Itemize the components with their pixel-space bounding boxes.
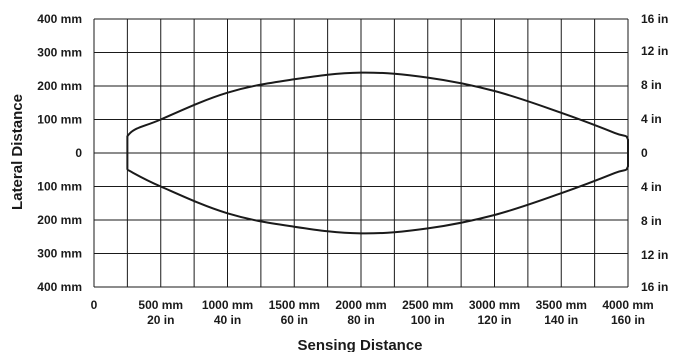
y-tick-label-right: 12 in <box>641 44 668 58</box>
x-tick-label-mm: 3500 mm <box>536 298 587 312</box>
x-tick-label-mm: 1500 mm <box>269 298 320 312</box>
y-axis-right-ticks: 16 in 12 in 8 in 4 in 0 4 in 8 in 12 in 16 in <box>641 12 668 294</box>
y-tick-label-left: 400 mm <box>37 280 82 294</box>
y-tick-label-right: 4 in <box>641 112 662 126</box>
x-tick-label-in: 140 in <box>544 313 578 327</box>
y-tick-label-left: 0 <box>75 146 82 160</box>
x-tick-label-in: 60 in <box>281 313 308 327</box>
y-tick-label-right: 16 in <box>641 12 668 26</box>
y-tick-label-right: 0 <box>641 146 648 160</box>
y-axis-title: Lateral Distance <box>9 94 26 210</box>
detection-envelope <box>126 71 629 235</box>
grid <box>93 18 629 288</box>
x-tick-label-in: 100 in <box>411 313 445 327</box>
x-tick-label-in: 120 in <box>477 313 511 327</box>
y-tick-label-left: 200 mm <box>37 213 82 227</box>
y-tick-label-left: 300 mm <box>37 46 82 60</box>
y-tick-label-right: 4 in <box>641 180 662 194</box>
y-tick-label-left: 100 mm <box>37 180 82 194</box>
x-tick-label-in: 20 in <box>147 313 174 327</box>
x-tick-label-in: 160 in <box>611 313 645 327</box>
x-tick-label-mm: 4000 mm <box>602 298 653 312</box>
y-tick-label-left: 200 mm <box>37 79 82 93</box>
x-tick-label-in: 40 in <box>214 313 241 327</box>
x-tick-label-mm: 2500 mm <box>402 298 453 312</box>
x-tick-label-mm: 1000 mm <box>202 298 253 312</box>
y-tick-label-right: 8 in <box>641 214 662 228</box>
y-tick-label-right: 12 in <box>641 248 668 262</box>
y-tick-label-left: 100 mm <box>37 113 82 127</box>
x-axis-title: Sensing Distance <box>297 337 422 352</box>
y-tick-label-left: 400 mm <box>37 12 82 26</box>
x-tick-label-mm: 3000 mm <box>469 298 520 312</box>
x-tick-label-mm: 2000 mm <box>335 298 386 312</box>
series-curve <box>126 71 629 235</box>
y-tick-label-right: 8 in <box>641 78 662 92</box>
y-tick-label-right: 16 in <box>641 280 668 294</box>
x-tick-label-mm: 0 <box>91 298 98 312</box>
x-tick-label-in: 80 in <box>347 313 374 327</box>
y-axis-left-ticks: 400 mm 300 mm 200 mm 100 mm 0 100 mm 200 mm 300… <box>37 12 82 294</box>
y-tick-label-left: 300 mm <box>37 247 82 261</box>
x-tick-label-mm: 500 mm <box>138 298 183 312</box>
